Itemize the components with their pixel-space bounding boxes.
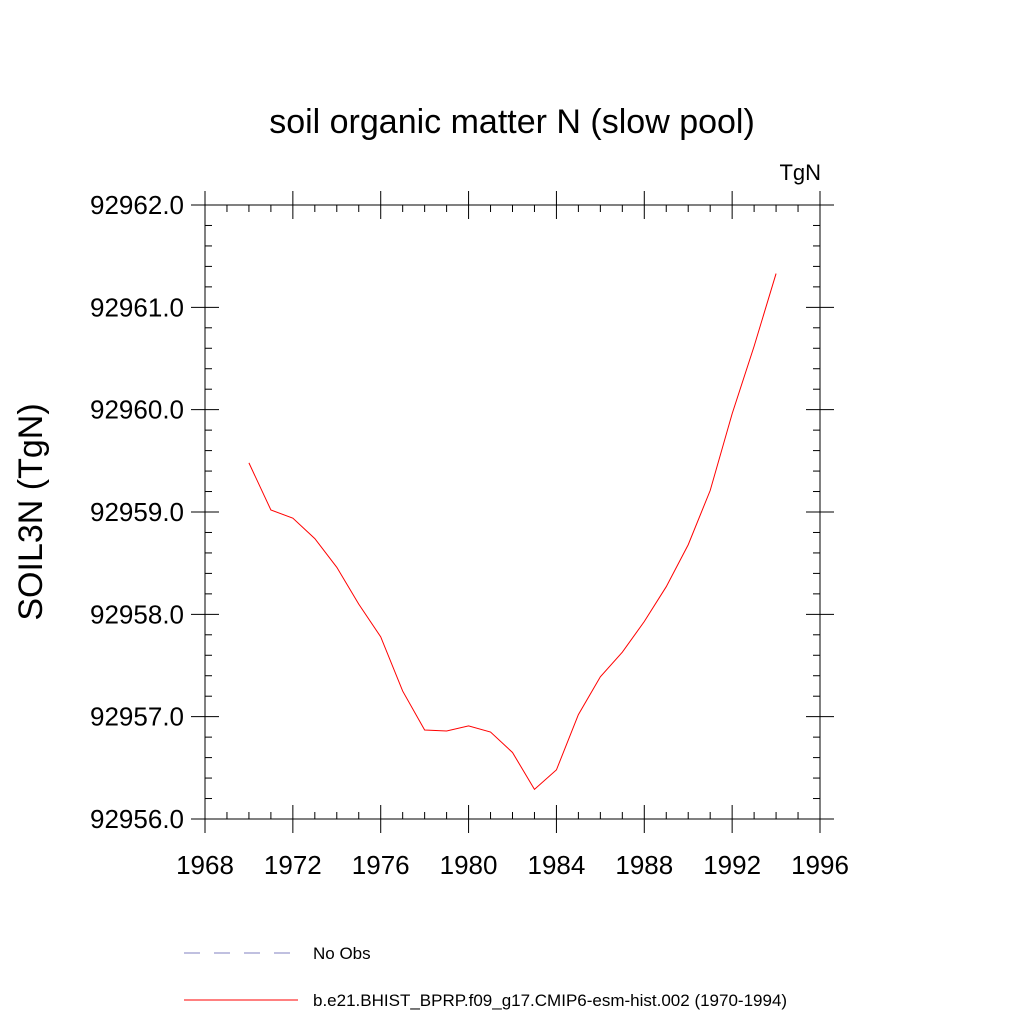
- legend: No Obs b.e21.BHIST_BPRP.f09_g17.CMIP6-es…: [184, 944, 787, 1010]
- y-tick-label: 92960.0: [90, 395, 184, 425]
- y-tick-label: 92961.0: [90, 292, 184, 322]
- y-tick-label: 92958.0: [90, 599, 184, 629]
- axis-ticks: [191, 191, 834, 833]
- x-tick-label: 1992: [703, 850, 761, 880]
- axis-tick-labels: 1968 1972 1976 1980 1984 1988 1992 1996 92956.0 9…: [90, 190, 849, 880]
- legend-label-model: b.e21.BHIST_BPRP.f09_g17.CMIP6-esm-hist.…: [313, 991, 787, 1010]
- x-tick-label: 1984: [528, 850, 586, 880]
- series-line: [248, 273, 777, 791]
- y-tick-label: 92959.0: [90, 497, 184, 527]
- x-tick-label: 1996: [791, 850, 849, 880]
- y-axis-label: SOIL3N (TgN): [12, 403, 50, 620]
- y-tick-label: 92957.0: [90, 702, 184, 732]
- x-tick-label: 1988: [615, 850, 673, 880]
- y-tick-label: 92956.0: [90, 804, 184, 834]
- x-tick-label: 1972: [264, 850, 322, 880]
- units-label: TgN: [779, 160, 821, 185]
- x-tick-label: 1976: [352, 850, 410, 880]
- x-tick-label: 1980: [440, 850, 498, 880]
- x-tick-label: 1968: [176, 850, 234, 880]
- plot-frame: [204, 204, 821, 820]
- legend-label-no-obs: No Obs: [313, 944, 371, 963]
- chart-title: soil organic matter N (slow pool): [269, 103, 755, 141]
- y-tick-label: 92962.0: [90, 190, 184, 220]
- data-series: [248, 273, 777, 791]
